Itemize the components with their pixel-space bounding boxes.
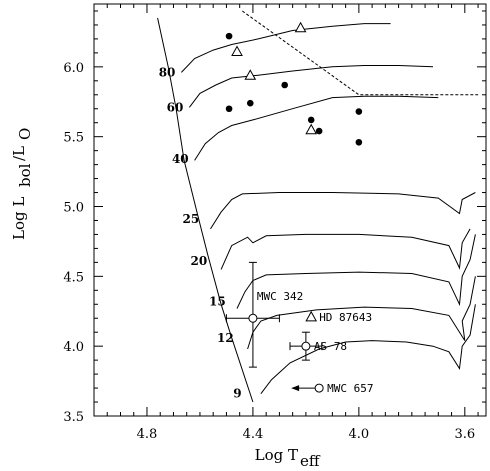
star-label: MWC 342 <box>257 290 303 303</box>
open-circle-marker <box>301 341 311 351</box>
plot-frame <box>93 3 487 417</box>
track-60 <box>189 65 434 108</box>
x-tick-label: 4.0 <box>349 427 370 442</box>
mass-label: 60 <box>167 100 184 114</box>
open-triangle-marker <box>244 69 257 80</box>
hd-limit-line <box>242 10 479 96</box>
x-tick-label: 3.6 <box>454 427 475 442</box>
track-15 <box>236 234 476 309</box>
mass-labels: 80 60 40 25 20 15 12 9 <box>159 65 242 400</box>
y-axis-title-ratio: /L <box>10 146 28 161</box>
star-label: HD 87643 <box>319 311 372 324</box>
open-triangle-marker <box>294 21 307 33</box>
mass-label: 25 <box>183 212 200 226</box>
mass-label: 9 <box>233 387 241 401</box>
x-tick-label: 4.8 <box>137 427 158 442</box>
mass-label: 15 <box>209 294 226 308</box>
axis-ticks: 4.8 4.4 4.0 3.6 3.5 4.0 4.5 5.0 5.5 6.0 <box>63 4 486 442</box>
mass-label: 40 <box>172 152 189 166</box>
open-triangle-marker <box>305 310 318 322</box>
filled-circle-marker <box>246 99 254 107</box>
track-80 <box>181 23 391 73</box>
y-tick-label: 5.0 <box>63 201 84 216</box>
filled-circle-marker <box>225 32 233 40</box>
y-axis-title: Log L bol /L O <box>10 128 34 240</box>
filled-circle-marker <box>355 108 363 115</box>
open-circle-marker <box>314 383 324 393</box>
y-tick-label: 5.5 <box>63 131 84 146</box>
y-tick-label: 3.5 <box>63 410 84 425</box>
open-triangle-marker <box>305 123 318 135</box>
y-tick-label: 4.5 <box>63 270 84 285</box>
limit-arrow-head <box>291 385 300 392</box>
evolutionary-tracks <box>181 23 476 395</box>
open-triangle-marker <box>231 45 243 56</box>
x-axis-title-main: Log T <box>255 446 298 464</box>
track-40 <box>194 95 439 161</box>
zams-line <box>157 17 254 403</box>
y-axis-title-sub: bol <box>16 163 34 187</box>
open-circle-marker <box>248 313 258 323</box>
star-label: MWC 657 <box>327 382 373 395</box>
plot-area: 4.8 4.4 4.0 3.6 3.5 4.0 4.5 5.0 5.5 6.0 80 60 40 25 2… <box>63 3 487 442</box>
star-labels: MWC 342 HD 87643 AS 78 MWC 657 <box>257 290 374 395</box>
filled-circle-marker <box>307 116 315 124</box>
mass-label: 80 <box>159 65 176 79</box>
filled-circle-marker <box>225 105 233 113</box>
x-axis-title: Log T eff <box>255 446 321 470</box>
mass-label: 12 <box>217 331 234 345</box>
data-markers <box>225 21 363 393</box>
track-9 <box>260 304 476 395</box>
star-label: AS 78 <box>314 340 347 353</box>
filled-circle-marker <box>315 127 323 135</box>
y-axis-title-solar: O <box>16 128 34 140</box>
filled-circle-marker <box>281 81 289 89</box>
x-axis-title-sub: eff <box>300 452 321 470</box>
x-tick-label: 4.4 <box>243 427 264 442</box>
y-axis-title-main: Log L <box>10 197 28 240</box>
filled-circle-marker <box>355 138 363 146</box>
track-12 <box>247 276 476 350</box>
y-tick-label: 4.0 <box>63 340 84 355</box>
track-20 <box>220 228 471 270</box>
error-bars <box>225 261 323 392</box>
mass-label: 20 <box>190 254 207 268</box>
y-tick-label: 6.0 <box>63 61 84 76</box>
track-25 <box>210 192 476 230</box>
zams-curve <box>157 17 254 403</box>
hd-limit-curve <box>242 10 479 96</box>
